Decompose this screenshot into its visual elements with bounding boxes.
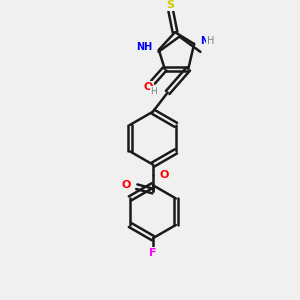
Text: O: O (159, 170, 169, 180)
Text: O: O (122, 180, 131, 190)
Text: O: O (144, 82, 153, 92)
Text: N: N (201, 36, 209, 46)
Text: NH: NH (136, 42, 152, 52)
Text: S: S (167, 0, 175, 10)
Text: H: H (151, 86, 158, 95)
Text: H: H (207, 36, 215, 46)
Text: F: F (149, 248, 157, 258)
